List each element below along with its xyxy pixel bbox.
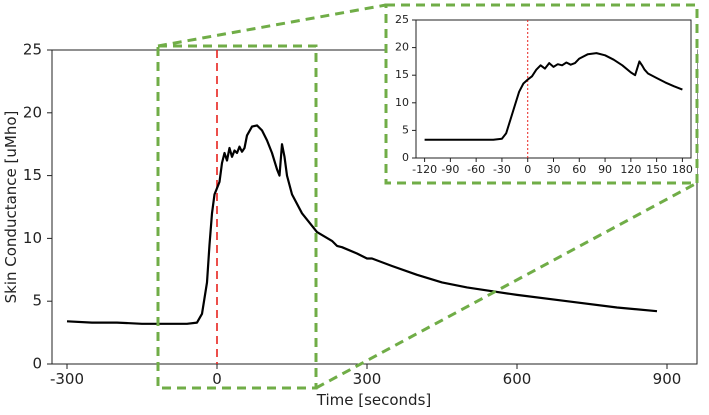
- inset-axis-ticks: -120 -90 -60 -30 0 30 60 90 120 150 180 0 5 10 15 20 25: [395, 13, 693, 176]
- inset-x-tick-label: 120: [620, 163, 641, 176]
- inset-x-tick-label: 90: [598, 163, 612, 176]
- inset-y-tick-label: 10: [395, 96, 409, 109]
- inset-x-tick-label: 30: [547, 163, 561, 176]
- inset-x-tick-label: 60: [572, 163, 586, 176]
- inset-x-tick-label: 0: [524, 163, 531, 176]
- main-x-tick-label: -300: [50, 370, 84, 388]
- inset-y-tick-label: 0: [402, 151, 409, 164]
- y-axis-label: Skin Conductance [uMho]: [2, 111, 20, 304]
- zoom-connector-top: [157, 3, 387, 48]
- main-x-tick-label: 900: [653, 370, 682, 388]
- inset-x-tick-label: -30: [493, 163, 511, 176]
- main-x-tick-label: 300: [353, 370, 382, 388]
- inset-x-tick-label: -90: [441, 163, 459, 176]
- inset-y-tick-label: 5: [402, 123, 409, 136]
- inset-y-tick-label: 15: [395, 68, 409, 81]
- inset-x-tick-label: 150: [646, 163, 667, 176]
- main-y-tick-label: 15: [23, 166, 42, 184]
- inset-y-tick-label: 20: [395, 41, 409, 54]
- main-x-tick-label: 600: [503, 370, 532, 388]
- x-axis-label: Time [seconds]: [316, 391, 432, 409]
- zoom-highlight-box: [156, 44, 318, 390]
- inset-x-tick-label: -120: [412, 163, 437, 176]
- inset-background: [384, 3, 699, 185]
- inset-x-tick-label: -60: [467, 163, 485, 176]
- main-x-tick-label: 0: [212, 370, 222, 388]
- inset-series-line: [424, 52, 683, 141]
- main-y-tick-label: 25: [23, 41, 42, 59]
- main-plot-frame: [51, 49, 698, 365]
- main-y-tick-label: 20: [23, 103, 42, 121]
- main-series-line: [66, 124, 658, 325]
- inset-x-tick-label: 180: [672, 163, 693, 176]
- inset-y-tick-label: 25: [395, 13, 409, 26]
- main-y-tick-label: 0: [32, 355, 42, 373]
- main-y-tick-label: 10: [23, 229, 42, 247]
- zoom-connector-bottom: [315, 181, 698, 390]
- main-y-tick-label: 5: [32, 292, 42, 310]
